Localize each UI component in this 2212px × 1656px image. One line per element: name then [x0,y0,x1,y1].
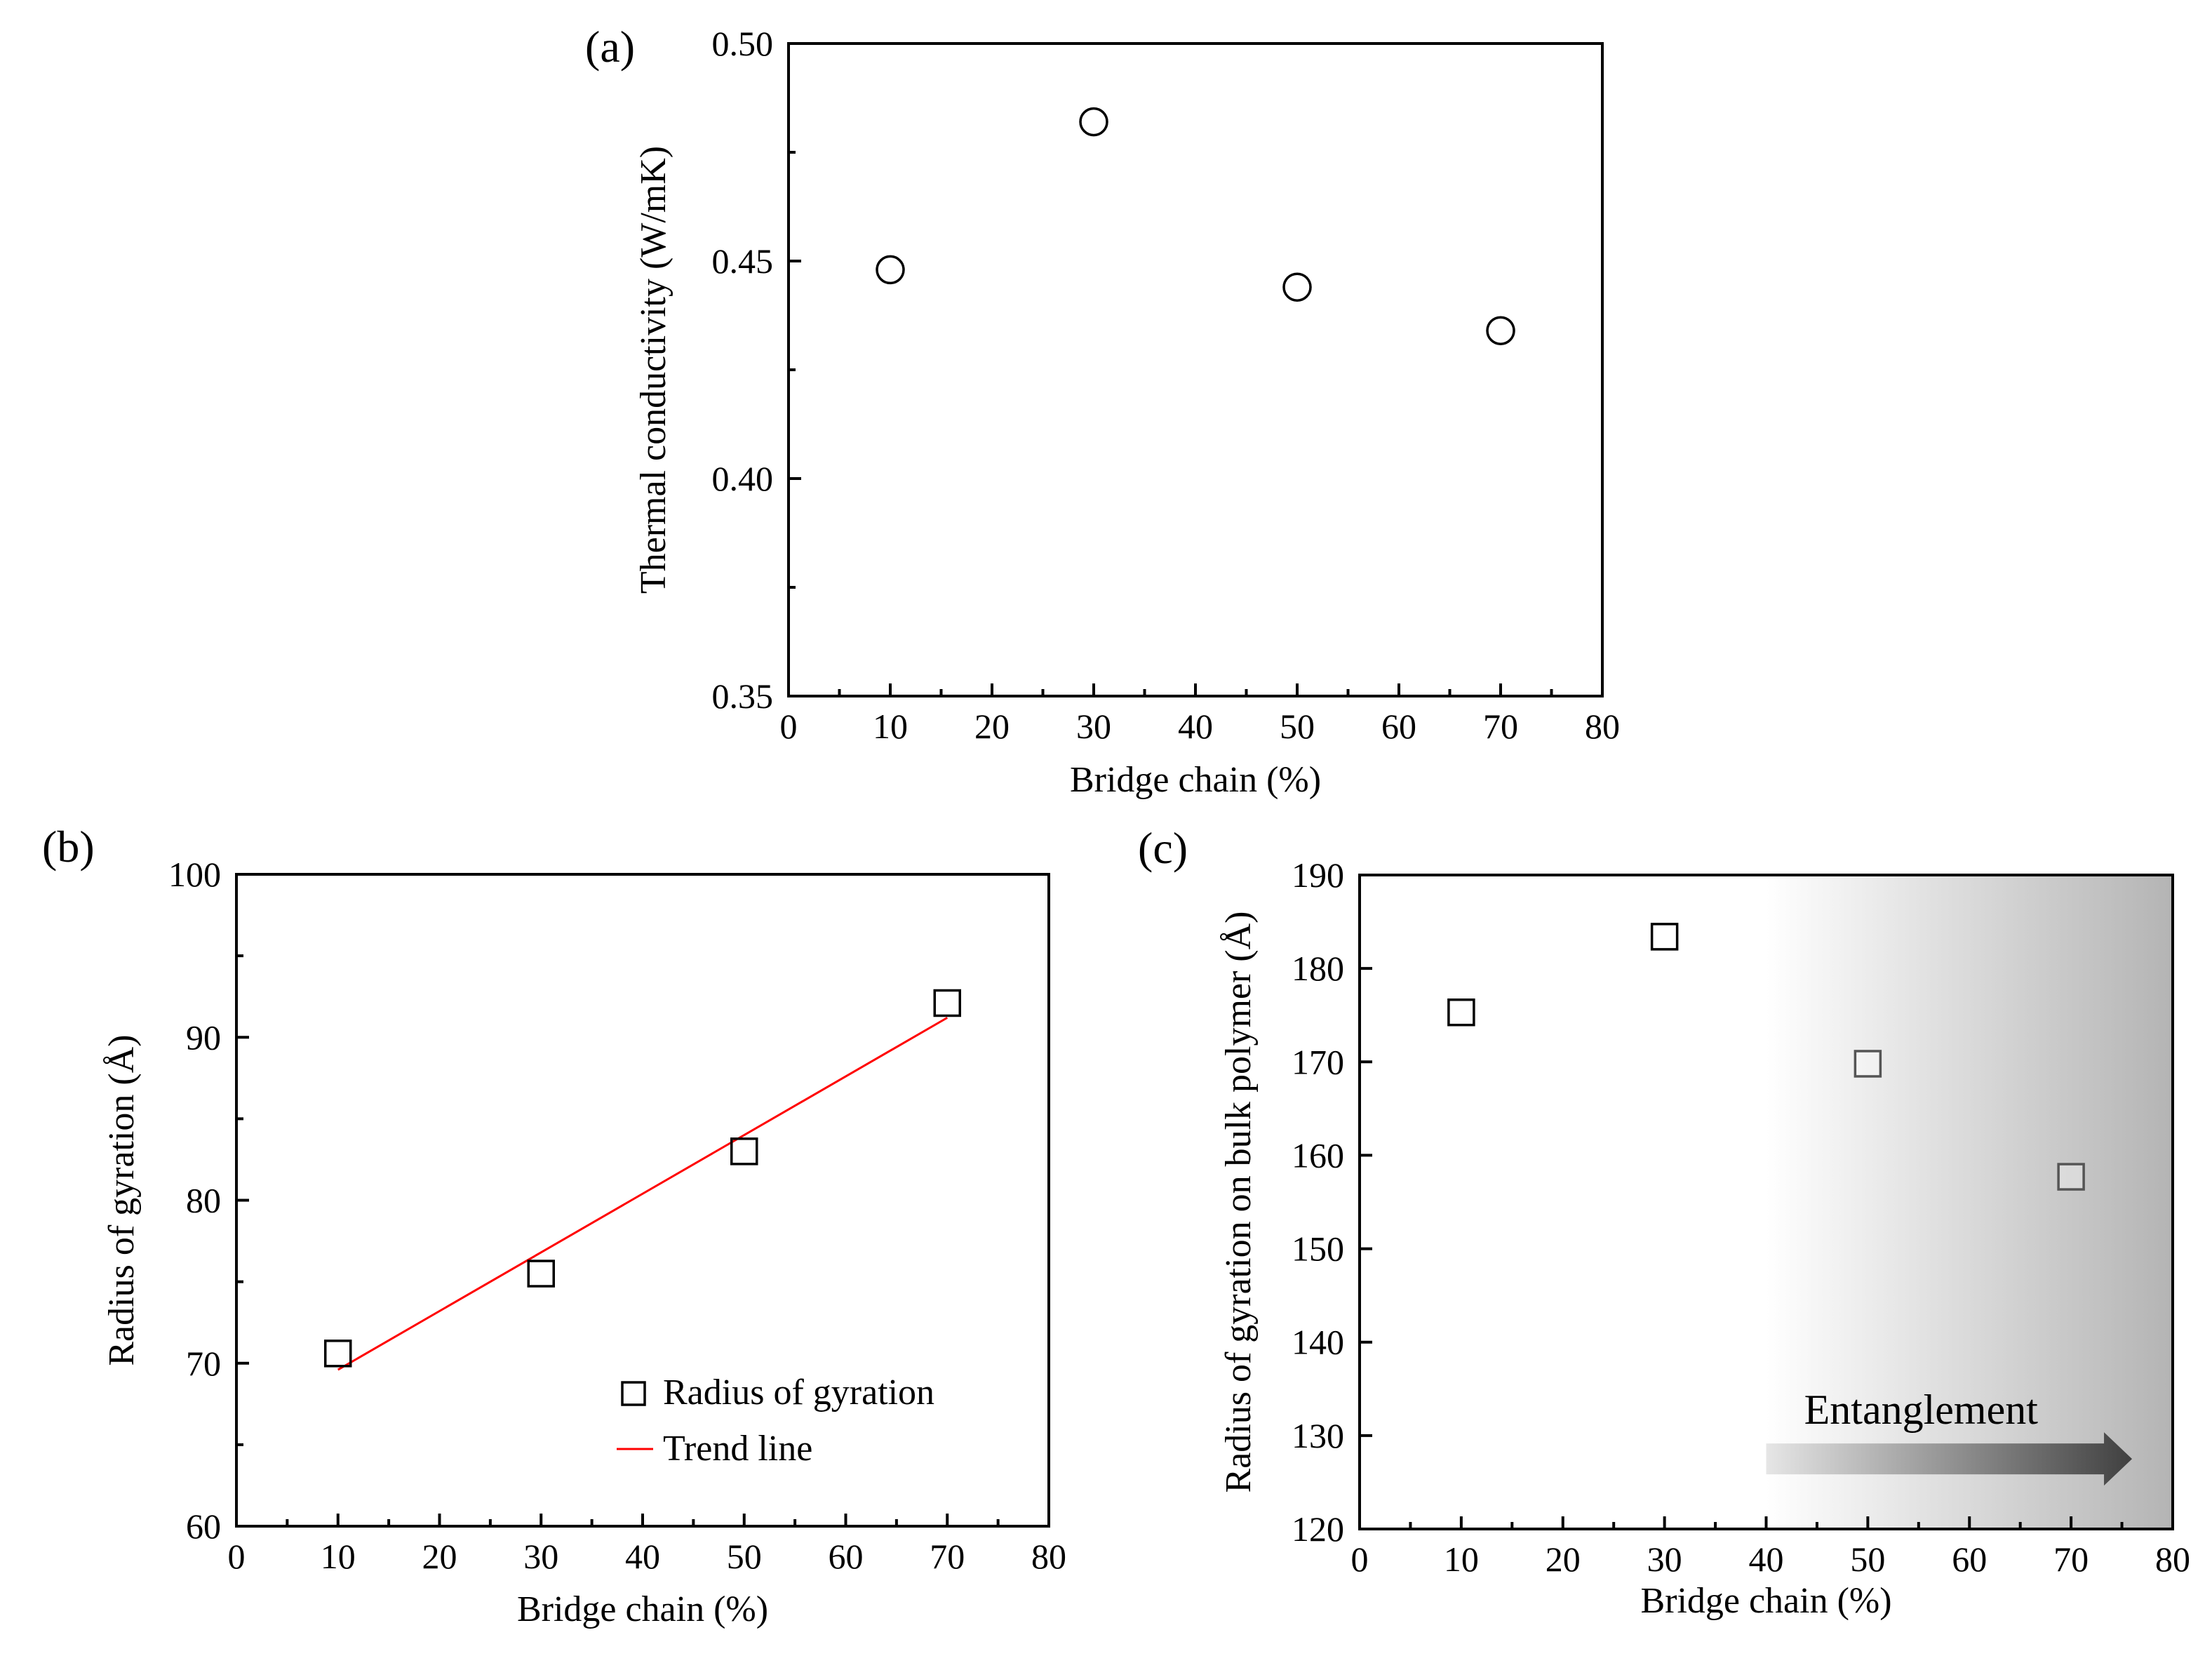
trend-line [337,1017,949,1371]
x-tick-label: 50 [1850,1540,1885,1579]
x-tick-label: 20 [422,1537,457,1576]
y-tick-label: 70 [186,1344,221,1383]
x-tick-label: 40 [625,1537,660,1576]
panel-b: (b) 0 10 20 30 40 50 60 70 80 60 70 80 90 100 Bridge ch… [42,822,1066,1629]
x-tick-label: 20 [1546,1540,1581,1579]
panel-a: (a) 0 10 20 30 40 50 60 70 80 0.35 0.40 0.45 0.50 Brid… [585,22,1620,800]
y-tick-label: 180 [1292,949,1344,988]
y-tick-label: 0.35 [712,676,774,716]
y-tick-label: 0.40 [712,459,774,498]
x-tick-label: 30 [1647,1540,1682,1579]
annotation-text: Entanglement [1804,1387,2039,1433]
x-tick-label: 10 [873,707,908,746]
x-tick-label: 60 [829,1537,864,1576]
y-tick-label: 100 [168,855,221,894]
x-tick-label: 80 [2155,1540,2190,1579]
panel-label: (c) [1138,823,1188,873]
data-point [1282,272,1312,302]
panel-label: (b) [42,822,95,872]
y-tick-label: 130 [1292,1416,1344,1455]
data-point [1486,316,1515,345]
y-tick-label: 0.45 [712,241,774,281]
x-tick-label: 70 [2053,1540,2089,1579]
y-tick-label: 170 [1292,1042,1344,1081]
data-point [876,255,905,285]
y-tick-label: 140 [1292,1323,1344,1362]
x-tick-label: 50 [1280,707,1315,746]
data-point [1447,998,1475,1027]
data-point [527,1260,555,1288]
legend-marker-square [621,1381,646,1406]
y-tick-label: 120 [1292,1509,1344,1549]
y-tick-label: 190 [1292,855,1344,895]
x-tick-label: 70 [1483,707,1518,746]
y-tick-label: 0.50 [712,24,774,63]
y-axis-title: Radius of gyration (Å) [102,1034,142,1365]
plot-frame [235,873,1050,1528]
x-tick-label: 10 [321,1537,356,1576]
x-tick-label: 80 [1031,1537,1066,1576]
x-tick-label: 20 [974,707,1010,746]
x-tick-label: 40 [1749,1540,1784,1579]
x-tick-label: 70 [930,1537,965,1576]
x-axis-title: Bridge chain (%) [1640,1581,1891,1621]
y-axis-title: Thermal conductivity (W/mK) [634,146,673,594]
x-tick-label: 60 [1381,707,1416,746]
entanglement-shaded-region [1766,875,2173,1529]
y-tick-label: 90 [186,1017,221,1057]
x-tick-label: 0 [780,707,798,746]
x-tick-label: 0 [1351,1540,1369,1579]
panel-c: (c) 0 10 20 30 40 50 60 70 80 120 130 140 150 160 170 18… [1138,823,2190,1621]
x-tick-label: 30 [523,1537,558,1576]
x-tick-label: 30 [1076,707,1111,746]
y-tick-label: 160 [1292,1135,1344,1175]
data-point [730,1137,758,1166]
data-point [1854,1050,1882,1078]
y-tick-label: 150 [1292,1229,1344,1269]
y-axis-title: Radius of gyration on bulk polymer (Å) [1219,912,1259,1493]
x-tick-label: 40 [1178,707,1213,746]
y-tick-label: 80 [186,1181,221,1220]
plot-frame [787,42,1604,697]
x-tick-label: 80 [1585,707,1620,746]
data-point [933,989,961,1017]
data-point [1650,923,1679,951]
x-tick-label: 10 [1444,1540,1479,1579]
data-point [324,1340,352,1368]
data-point [1079,107,1108,137]
entanglement-arrow [1766,1432,2133,1486]
x-tick-label: 60 [1952,1540,1987,1579]
data-point [2057,1163,2085,1191]
y-tick-label: 60 [186,1507,221,1546]
x-tick-label: 50 [727,1537,762,1576]
legend-label: Radius of gyration [663,1373,934,1413]
x-tick-label: 0 [228,1537,246,1576]
panel-label: (a) [585,22,635,72]
legend-label: Trend line [663,1429,812,1469]
x-axis-title: Bridge chain (%) [1070,760,1321,800]
x-axis-title: Bridge chain (%) [517,1589,768,1629]
